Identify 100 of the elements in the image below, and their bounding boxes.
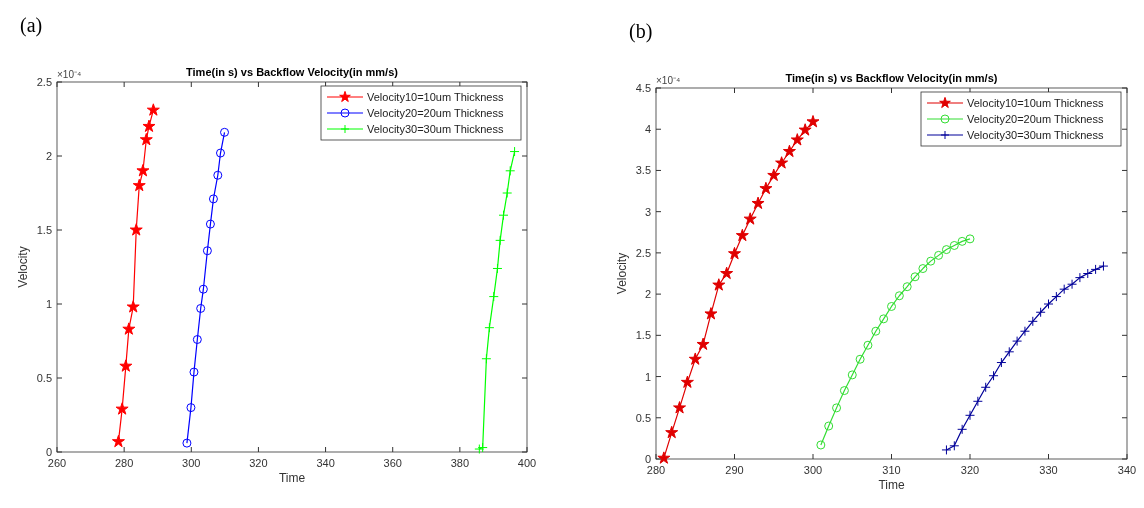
point — [941, 245, 951, 255]
x-tick-label: 320 — [960, 464, 980, 476]
point — [696, 337, 710, 350]
text: (b) — [629, 20, 653, 43]
point — [949, 440, 960, 451]
point — [704, 307, 718, 320]
legend-label: Velocity10=10um Thickness — [367, 91, 504, 103]
point — [988, 370, 999, 381]
y-tick-label: 0.5 — [635, 411, 651, 424]
point — [498, 210, 509, 221]
point — [934, 250, 944, 260]
point — [111, 434, 125, 448]
y-tick-label: 2.5 — [36, 76, 52, 88]
point — [1051, 291, 1062, 302]
point — [119, 359, 133, 372]
point — [782, 144, 796, 158]
y-tick-label: 3 — [644, 205, 651, 218]
x-tick-label: 340 — [1117, 464, 1137, 476]
point — [129, 223, 143, 236]
point — [673, 401, 687, 414]
point — [910, 272, 920, 282]
point — [196, 303, 206, 313]
point — [957, 424, 968, 435]
point — [894, 291, 904, 301]
x-tick-label: 300 — [803, 464, 823, 476]
point — [902, 282, 912, 292]
point — [965, 234, 975, 244]
legend-label: Velocity30=30um Thickness — [967, 129, 1104, 141]
point — [115, 402, 129, 415]
point — [1098, 261, 1109, 272]
y-tick-label: 4.5 — [635, 82, 651, 94]
point — [1059, 284, 1070, 295]
point — [1012, 336, 1023, 347]
point — [509, 146, 520, 157]
point — [502, 188, 513, 198]
point — [767, 168, 781, 181]
y-tick-label: 1.5 — [36, 224, 52, 236]
point — [220, 127, 230, 137]
x-tick-label: 360 — [383, 457, 402, 469]
x-tick-label: 290 — [725, 464, 744, 476]
point — [832, 403, 842, 413]
point — [492, 263, 503, 274]
point — [980, 382, 991, 393]
point — [481, 353, 492, 364]
point — [839, 386, 849, 396]
point — [198, 284, 208, 294]
point — [1035, 307, 1046, 318]
point — [1090, 264, 1101, 275]
point — [142, 119, 156, 132]
y-tick-label: 4 — [644, 123, 651, 136]
point — [712, 278, 726, 291]
legend-label: Velocity20=20um Thickness — [967, 113, 1104, 125]
point — [1074, 272, 1085, 283]
point — [505, 165, 516, 176]
point — [139, 132, 153, 146]
point — [208, 194, 218, 204]
point — [887, 301, 896, 311]
point — [855, 354, 865, 364]
point — [775, 156, 789, 169]
point — [816, 440, 826, 450]
y-tick-label: 1 — [45, 298, 52, 310]
point — [657, 451, 671, 464]
point — [126, 300, 140, 313]
x-tick-label: 310 — [882, 464, 901, 476]
point — [186, 403, 196, 413]
y-axis-title: Velocity — [16, 246, 30, 288]
point — [720, 266, 734, 280]
x-tick-label: 400 — [517, 457, 537, 469]
point — [488, 291, 499, 302]
y-tick-label: 2 — [45, 150, 52, 162]
point — [847, 370, 857, 380]
point — [213, 170, 223, 180]
point — [957, 236, 967, 246]
point — [680, 375, 694, 388]
point — [132, 178, 146, 192]
point — [965, 410, 975, 421]
point — [215, 148, 225, 158]
y-tick-label: 0.5 — [36, 372, 52, 384]
y-tick-label: 2 — [644, 288, 651, 301]
y-tick-label: 3.5 — [635, 164, 651, 177]
point — [688, 352, 702, 365]
point — [759, 181, 773, 195]
point — [790, 133, 804, 146]
point — [972, 396, 983, 407]
point — [735, 228, 749, 242]
legend-label: Velocity10=10um Thickness — [967, 97, 1104, 109]
legend-label: Velocity20=20um Thickness — [367, 107, 504, 119]
point — [136, 164, 150, 177]
y-tick-label: 1 — [644, 370, 651, 383]
point — [743, 212, 757, 225]
y-tick-label: 2.5 — [635, 246, 651, 259]
point — [728, 246, 741, 260]
legend-label: Velocity30=30um Thickness — [367, 123, 504, 135]
point — [484, 322, 495, 333]
point — [189, 367, 199, 377]
y-tick-label: 1.5 — [635, 329, 651, 342]
point — [949, 240, 959, 250]
x-tick-label: 260 — [47, 457, 67, 469]
point — [146, 103, 160, 116]
x-tick-label: 380 — [450, 457, 470, 469]
